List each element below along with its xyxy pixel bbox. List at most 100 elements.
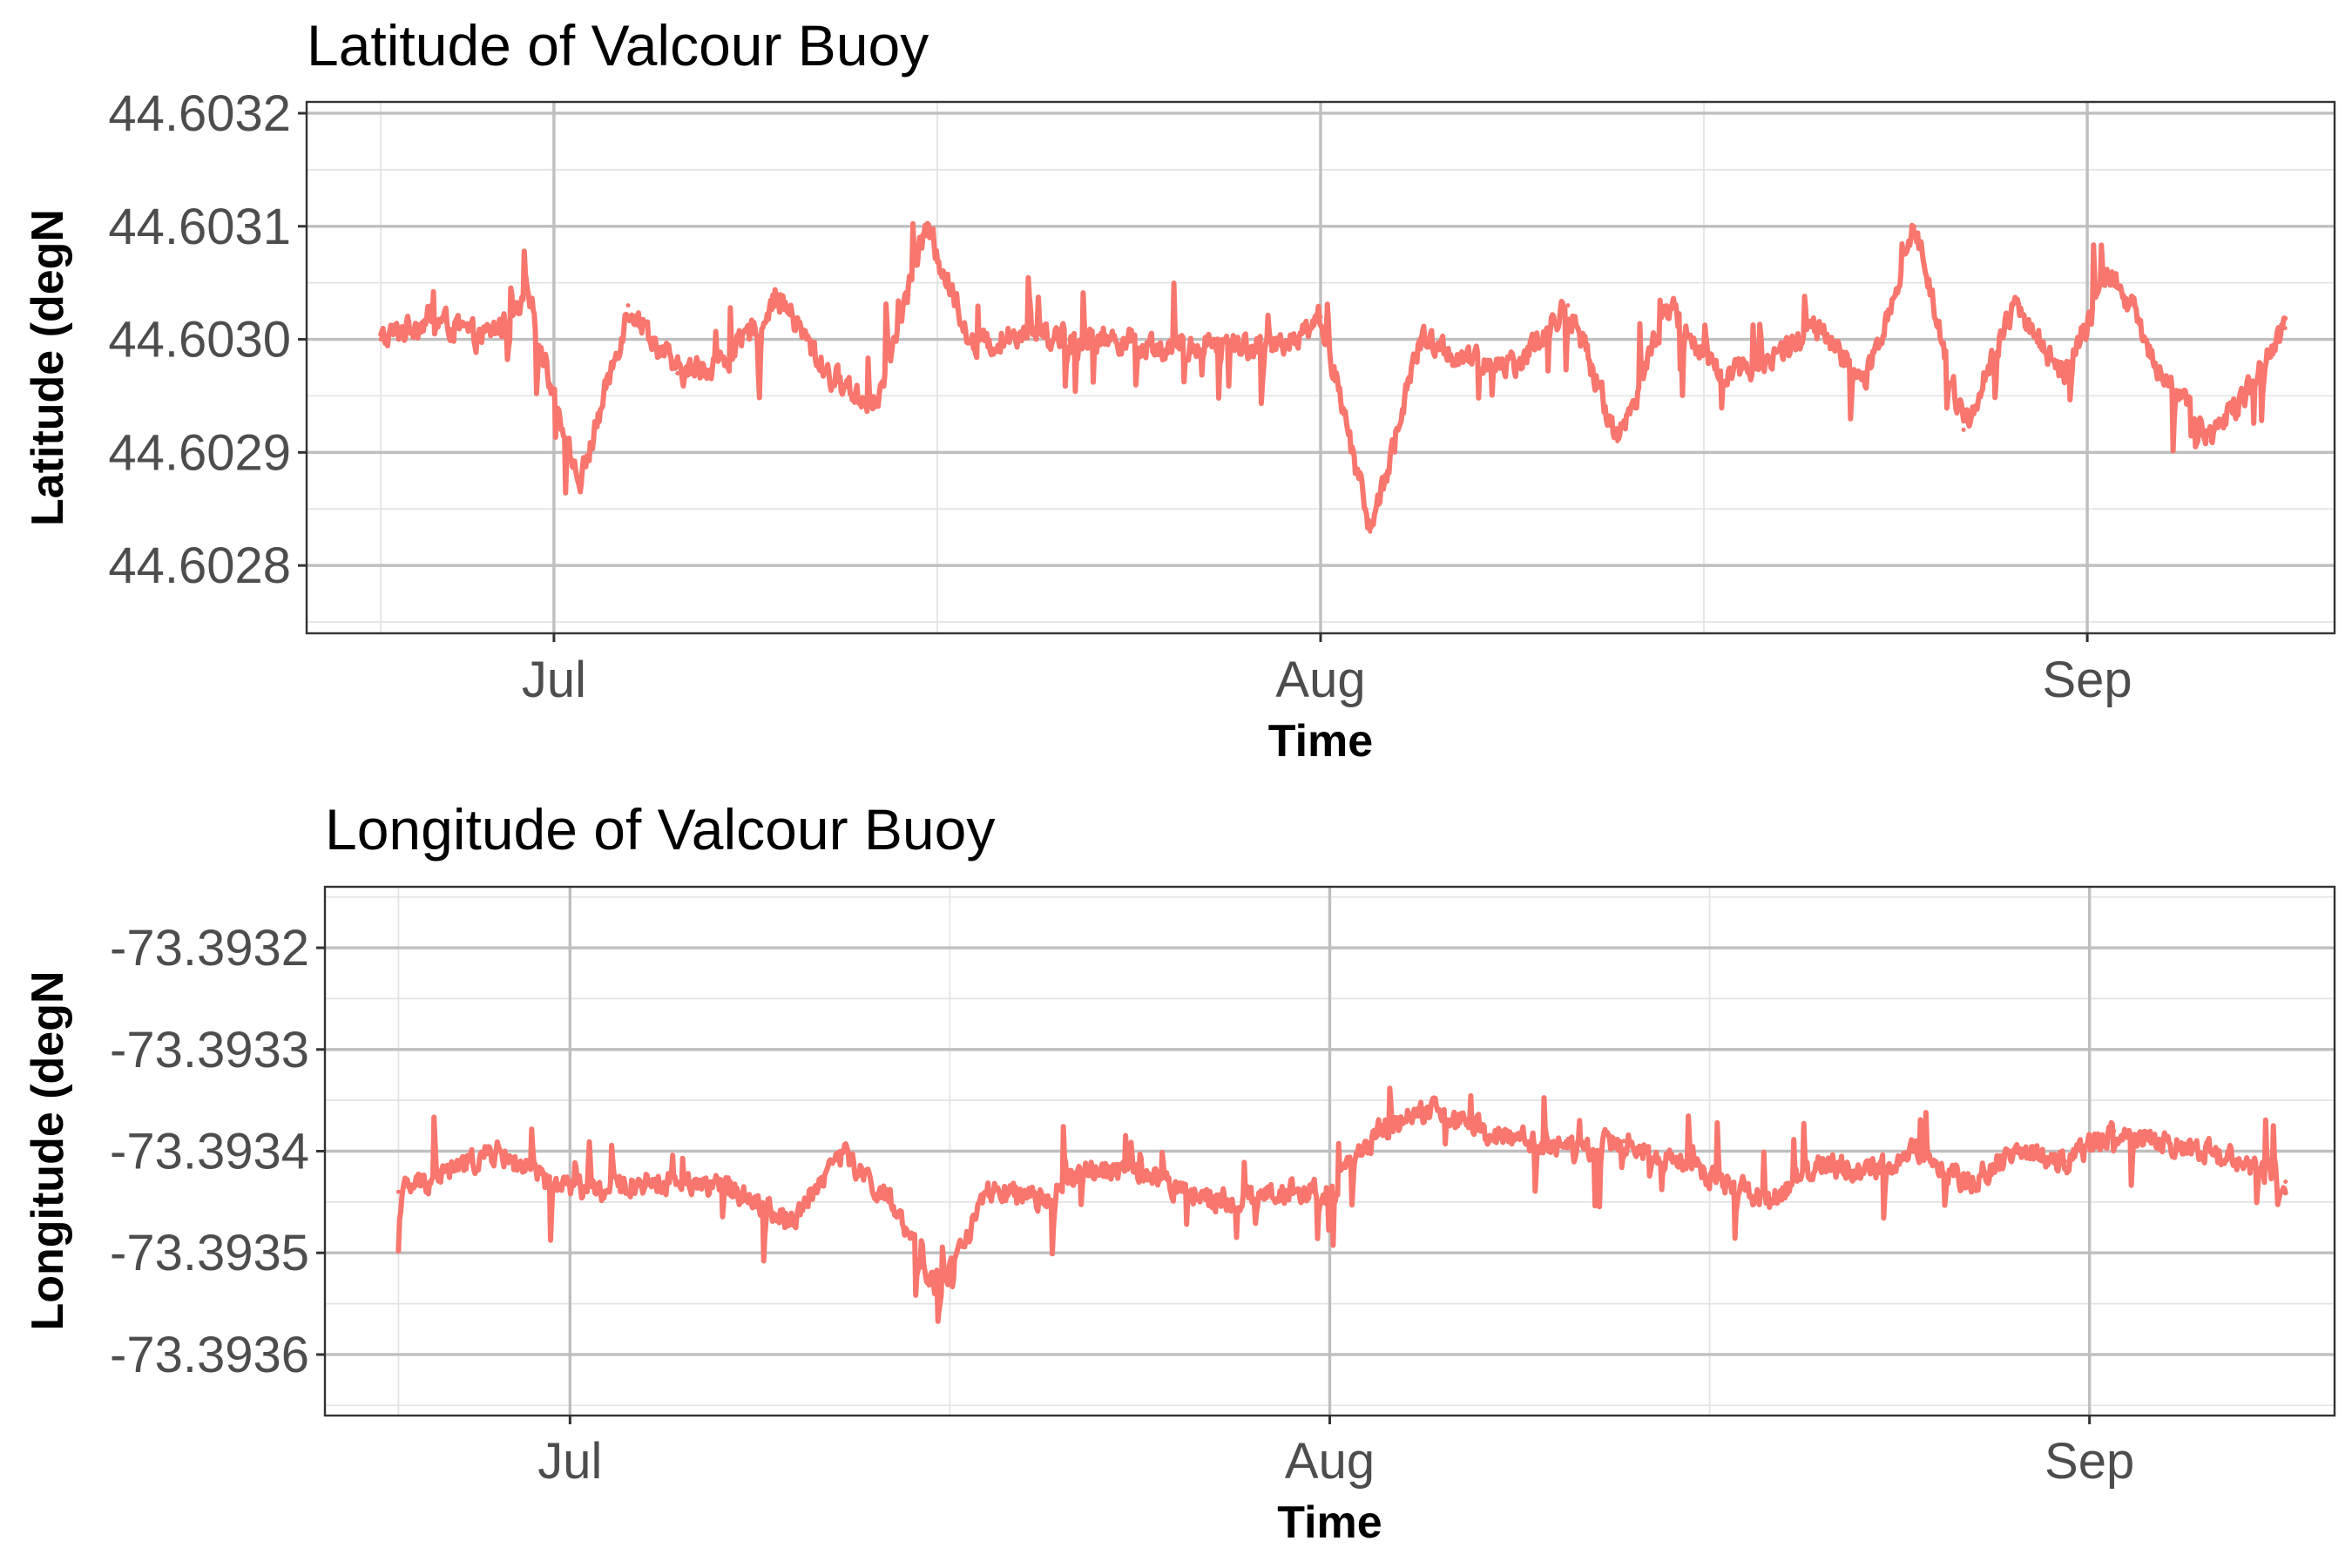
- longitude-x-tick-label: Jul: [537, 1433, 602, 1490]
- longitude-data-point: [1524, 1139, 1529, 1144]
- longitude-data-point: [2013, 1149, 2018, 1153]
- latitude-data-point: [2109, 269, 2114, 274]
- longitude-y-tick-label: -73.3932: [110, 920, 309, 977]
- longitude-data-point: [1866, 1169, 1871, 1174]
- longitude-data-point: [1425, 1108, 1430, 1113]
- longitude-data-point: [641, 1179, 646, 1185]
- longitude-data-point: [837, 1149, 842, 1153]
- longitude-y-tick-label: -73.3936: [110, 1327, 309, 1383]
- longitude-y-axis-label: Longitude (degN: [23, 970, 73, 1330]
- latitude-data-point: [1071, 337, 1076, 342]
- latitude-data-point: [1664, 303, 1669, 308]
- longitude-data-point: [1621, 1139, 1626, 1144]
- longitude-data-point: [886, 1200, 891, 1205]
- longitude-data-point: [543, 1179, 548, 1185]
- longitude-data-point: [1916, 1149, 1921, 1153]
- latitude-data-point: [972, 348, 977, 354]
- longitude-data-point: [1328, 1189, 1332, 1194]
- latitude-data-point: [1417, 337, 1423, 342]
- longitude-panel-border: [323, 885, 2336, 1417]
- longitude-data-point: [1720, 1179, 1725, 1185]
- latitude-data-point: [378, 337, 383, 342]
- longitude-series-line: [395, 1085, 2288, 1324]
- longitude-data-point: [1180, 1189, 1186, 1194]
- longitude-data-point: [1033, 1200, 1038, 1205]
- longitude-data-point: [2160, 1139, 2166, 1144]
- longitude-data-point: [935, 1291, 940, 1296]
- latitude-x-tick-label: Jul: [522, 652, 586, 708]
- longitude-data-point: [2063, 1159, 2068, 1164]
- latitude-data-point: [1911, 224, 1916, 229]
- latitude-y-axis-label: Latitude (degN: [23, 209, 73, 526]
- latitude-data-point: [1368, 529, 1373, 534]
- latitude-y-tick-label: 44.6030: [108, 312, 291, 368]
- latitude-chart-title: Latitude of Valcour Buoy: [307, 13, 929, 78]
- latitude-data-point: [1120, 337, 1125, 342]
- latitude-panel-border: [305, 100, 2336, 635]
- longitude-data-point: [445, 1169, 450, 1174]
- latitude-y-tick-label: 44.6029: [108, 424, 291, 481]
- latitude-y-tick-label: 44.6028: [108, 537, 291, 594]
- longitude-data-point: [1278, 1189, 1283, 1194]
- latitude-data-point: [774, 292, 779, 297]
- latitude-data-point: [1961, 427, 1966, 432]
- latitude-data-point: [1565, 303, 1571, 308]
- longitude-data-point: [739, 1189, 744, 1194]
- latitude-data-point: [1219, 337, 1224, 342]
- latitude-data-point: [1615, 438, 1620, 443]
- longitude-y-tick-label: -73.3935: [110, 1225, 309, 1281]
- latitude-data-point: [2060, 370, 2065, 375]
- latitude-y-tick-label: 44.6031: [108, 199, 291, 255]
- latitude-data-point: [873, 404, 878, 409]
- latitude-data-point: [625, 303, 631, 308]
- longitude-x-tick-label: Aug: [1285, 1433, 1375, 1490]
- longitude-data-point: [1964, 1179, 1970, 1185]
- longitude-data-point: [494, 1149, 499, 1153]
- latitude-data-point: [725, 360, 730, 365]
- latitude-data-point: [576, 483, 581, 489]
- longitude-data-point: [1817, 1159, 1822, 1164]
- longitude-y-tick-label: -73.3934: [110, 1124, 309, 1180]
- longitude-data-point: [1670, 1159, 1675, 1164]
- longitude-data-point: [788, 1220, 794, 1225]
- longitude-data-point: [1474, 1128, 1479, 1133]
- latitude-data-point: [1170, 348, 1175, 354]
- longitude-data-point: [591, 1189, 597, 1194]
- latitude-data-point: [1862, 382, 1868, 387]
- latitude-data-point: [527, 303, 532, 308]
- latitude-data-point: [1516, 360, 1521, 365]
- latitude-data-point: [1318, 314, 1323, 320]
- latitude-chart-panel: 44.6028 44.6029 44.6030 44.6031 44.6032 Jul Au…: [23, 13, 2336, 767]
- latitude-x-axis-label: Time: [1268, 716, 1373, 767]
- latitude-data-point: [1713, 370, 1719, 375]
- latitude-data-point: [477, 337, 483, 342]
- longitude-data-point: [1131, 1169, 1136, 1174]
- latitude-x-tick-label: Sep: [2042, 652, 2132, 708]
- longitude-data-point: [984, 1189, 990, 1194]
- longitude-x-tick-label: Sep: [2044, 1433, 2134, 1490]
- longitude-data-point: [2112, 1128, 2117, 1133]
- latitude-data-point: [2011, 303, 2016, 308]
- longitude-data-point: [2283, 1179, 2288, 1185]
- latitude-data-point: [2282, 326, 2288, 331]
- latitude-data-point: [923, 224, 928, 229]
- longitude-data-point: [1082, 1169, 1087, 1174]
- latitude-y-tick-label: 44.6032: [108, 85, 291, 142]
- latitude-data-point: [428, 314, 433, 320]
- longitude-data-point: [1572, 1149, 1578, 1153]
- longitude-x-axis-label: Time: [1277, 1497, 1382, 1548]
- latitude-data-point: [823, 370, 828, 375]
- latitude-data-point: [2159, 370, 2164, 375]
- latitude-x-tick-label: Aug: [1275, 652, 1365, 708]
- latitude-data-point: [1268, 348, 1274, 354]
- longitude-data-point: [395, 1189, 401, 1194]
- longitude-data-point: [1229, 1200, 1234, 1205]
- latitude-data-point: [1763, 360, 1768, 365]
- longitude-chart-title: Longitude of Valcour Buoy: [325, 797, 995, 862]
- longitude-y-tick-label: -73.3933: [110, 1022, 309, 1078]
- longitude-chart-panel: -73.3936 -73.3935 -73.3934 -73.3933 -73.3932…: [23, 797, 2336, 1548]
- latitude-data-point: [1466, 360, 1471, 365]
- latitude-series-line: [378, 220, 2288, 531]
- longitude-data-point: [690, 1179, 695, 1185]
